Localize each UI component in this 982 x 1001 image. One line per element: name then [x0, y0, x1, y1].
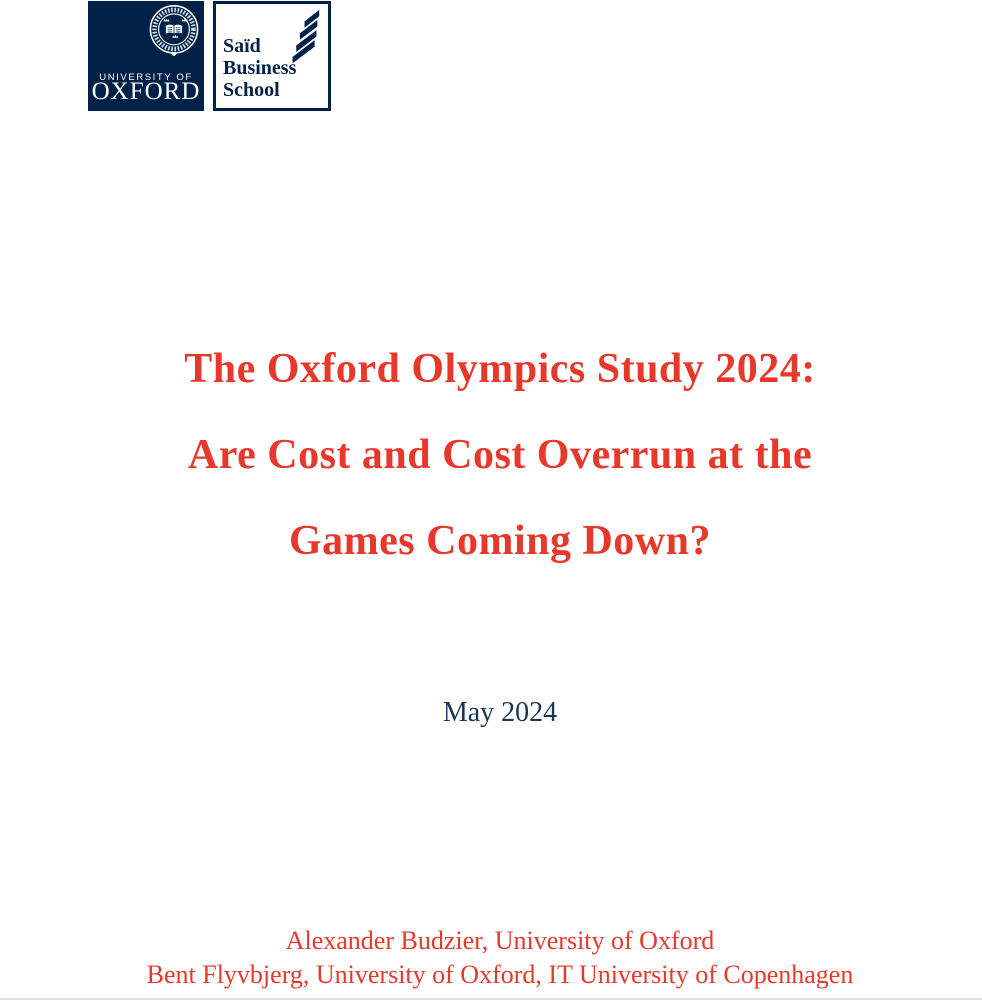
- sbs-logo-line-said: Saïd: [223, 35, 261, 57]
- paper-title: The Oxford Olympics Study 2024: Are Cost…: [0, 326, 982, 584]
- paper-title-line-2: Are Cost and Cost Overrun at the: [187, 432, 813, 478]
- page-edge-divider: [0, 998, 982, 1000]
- header-logos: UNIVERSITY OF OXFORD Saïd Business Schoo…: [88, 1, 331, 111]
- oxford-logo-university-of-text: UNIVERSITY OF: [99, 72, 193, 83]
- said-business-school-logo: Saïd Business School: [213, 1, 331, 111]
- publication-date: May 2024: [442, 697, 558, 728]
- sbs-logo-text: Saïd Business School: [223, 35, 296, 101]
- author-list: Alexander Budzier, University of Oxford …: [0, 924, 982, 992]
- oxford-university-logo: UNIVERSITY OF OXFORD: [88, 1, 204, 111]
- paper-title-line-3: Games Coming Down?: [288, 518, 711, 564]
- oxford-crest-icon: [149, 5, 199, 56]
- sbs-logo-line-business: Business: [223, 57, 297, 79]
- author-line-1: Alexander Budzier, University of Oxford: [285, 926, 715, 955]
- paper-title-line-1: The Oxford Olympics Study 2024:: [184, 346, 816, 392]
- author-line-2: Bent Flyvbjerg, University of Oxford, IT…: [146, 960, 854, 989]
- sbs-logo-line-school: School: [223, 79, 280, 101]
- oxford-logo-oxford-text: OXFORD: [91, 78, 201, 105]
- sbs-stairs-icon: [292, 9, 320, 64]
